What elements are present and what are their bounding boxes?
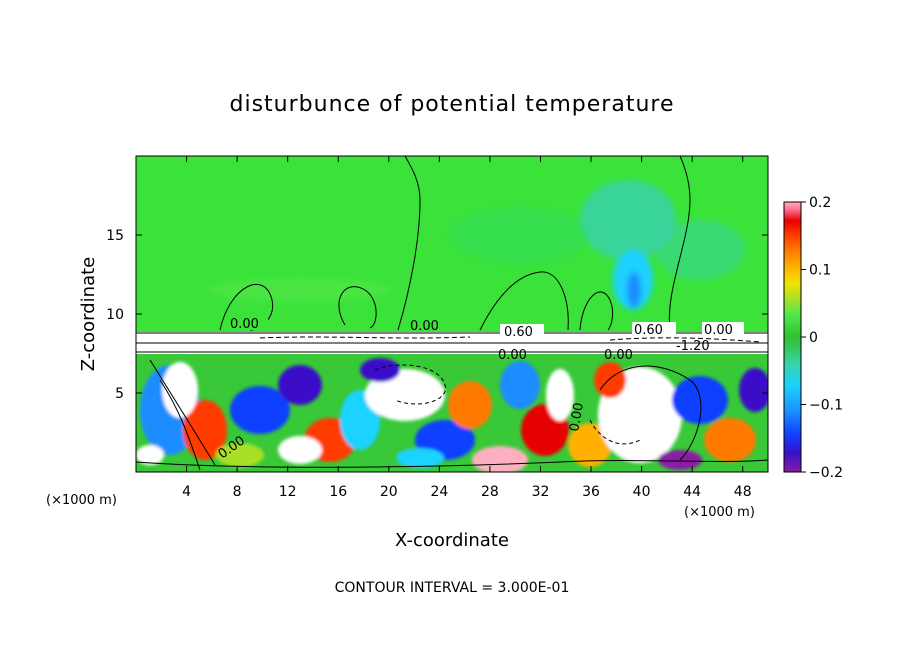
- z-unit-label: (×1000 m): [46, 493, 117, 508]
- colorbar-tick-label: 0: [809, 330, 818, 346]
- contour-label: 0.00: [230, 317, 259, 332]
- colorbar: [783, 201, 802, 473]
- x-tick-label: 28: [481, 484, 499, 500]
- x-tick-label: 4: [182, 484, 191, 500]
- contour-label: 0.00: [498, 348, 527, 363]
- colorbar-tick-label: 0.1: [809, 263, 831, 279]
- x-axis: 4 8 12 16 20 24 28 32 36 40 44 48: [182, 156, 752, 500]
- colorbar-tick-label: −0.1: [809, 398, 843, 414]
- x-tick-label: 16: [329, 484, 347, 500]
- x-tick-label: 20: [380, 484, 398, 500]
- x-tick-label: 48: [734, 484, 752, 500]
- x-tick-label: 44: [683, 484, 701, 500]
- contour-label: -1.20: [676, 339, 710, 354]
- x-axis-title: X-coordinate: [395, 530, 509, 551]
- x-tick-label: 12: [279, 484, 297, 500]
- chart-title: disturbunce of potential temperature: [230, 92, 675, 117]
- lower-layer-eddies: [136, 358, 768, 472]
- x-tick-label: 24: [430, 484, 448, 500]
- x-tick-label: 36: [582, 484, 600, 500]
- y-tick-label: 15: [106, 228, 124, 244]
- y-axis: 5 10 15: [106, 228, 768, 402]
- x-tick-label: 40: [633, 484, 651, 500]
- x-tick-label: 8: [233, 484, 242, 500]
- contour-label: 0.60: [634, 323, 663, 338]
- x-tick-label: 32: [532, 484, 550, 500]
- heatmap-field: 0.00 0.00 0.60 0.60 0.00 0.00 0.00 -1.20…: [136, 156, 768, 472]
- contour-label: 0.00: [604, 348, 633, 363]
- contour-label: 0.00: [410, 319, 439, 334]
- y-tick-label: 5: [115, 386, 124, 402]
- contour-label: 0.00: [704, 323, 733, 338]
- upper-layer-anomalies: [210, 180, 745, 310]
- contour-label: 0.60: [504, 325, 533, 340]
- colorbar-ticks: 0.2 0.1 0 −0.1 −0.2: [801, 195, 843, 481]
- colorbar-tick-label: −0.2: [809, 465, 843, 481]
- colorbar-tick-label: 0.2: [809, 195, 831, 211]
- y-axis-title: Z-coordinate: [78, 257, 99, 372]
- y-tick-label: 10: [106, 307, 124, 323]
- contour-interval-text: CONTOUR INTERVAL = 3.000E-01: [335, 580, 570, 596]
- contour-label: 0.00: [567, 402, 587, 433]
- contour-label-group: 0.00 0.00 0.60 0.60 0.00 0.00 0.00 -1.20…: [216, 316, 744, 462]
- x-unit-label: (×1000 m): [684, 505, 755, 520]
